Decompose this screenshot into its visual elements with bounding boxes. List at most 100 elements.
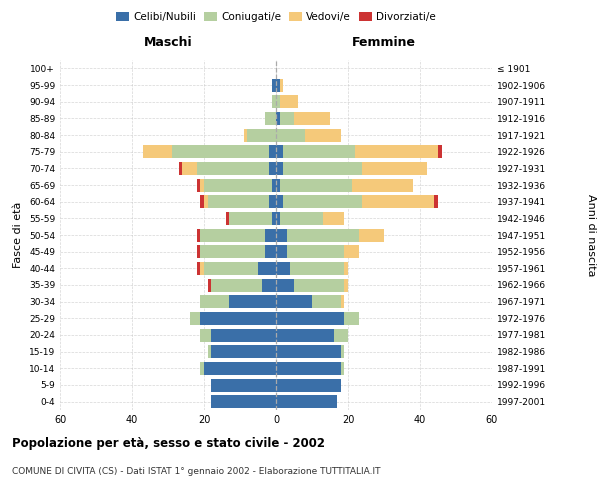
Bar <box>323 212 344 225</box>
Bar <box>276 195 283 208</box>
Bar <box>272 178 276 192</box>
Bar <box>276 378 341 392</box>
Bar <box>276 178 280 192</box>
Bar <box>294 278 344 291</box>
Bar <box>269 145 276 158</box>
Bar <box>208 345 211 358</box>
Bar <box>355 145 438 158</box>
Bar <box>294 112 330 125</box>
Bar <box>341 295 344 308</box>
Bar <box>280 95 298 108</box>
Bar <box>334 328 348 342</box>
Text: Maschi: Maschi <box>143 36 193 49</box>
Bar <box>434 195 438 208</box>
Bar <box>211 378 276 392</box>
Bar <box>208 195 269 208</box>
Bar <box>204 362 276 375</box>
Bar <box>182 162 197 175</box>
Bar <box>362 195 434 208</box>
Text: COMUNE DI CIVITA (CS) - Dati ISTAT 1° gennaio 2002 - Elaborazione TUTTITALIA.IT: COMUNE DI CIVITA (CS) - Dati ISTAT 1° ge… <box>12 468 380 476</box>
Bar <box>197 162 269 175</box>
Bar <box>276 345 341 358</box>
Bar <box>276 262 290 275</box>
Bar <box>200 295 229 308</box>
Bar <box>272 95 276 108</box>
Bar <box>438 145 442 158</box>
Bar <box>359 228 384 241</box>
Bar <box>276 212 280 225</box>
Text: Femmine: Femmine <box>352 36 416 49</box>
Bar <box>197 262 200 275</box>
Bar <box>344 245 359 258</box>
Y-axis label: Fasce di età: Fasce di età <box>13 202 23 268</box>
Bar <box>204 195 208 208</box>
Legend: Celibi/Nubili, Coniugati/e, Vedovi/e, Divorziati/e: Celibi/Nubili, Coniugati/e, Vedovi/e, Di… <box>112 8 440 26</box>
Bar <box>276 362 341 375</box>
Bar <box>276 278 294 291</box>
Bar <box>280 112 294 125</box>
Bar <box>272 212 276 225</box>
Bar <box>204 262 258 275</box>
Bar <box>265 228 276 241</box>
Bar <box>283 195 362 208</box>
Bar <box>287 245 344 258</box>
Bar <box>200 195 204 208</box>
Bar <box>341 362 344 375</box>
Bar <box>272 78 276 92</box>
Bar <box>200 312 276 325</box>
Bar <box>269 195 276 208</box>
Bar <box>197 178 200 192</box>
Bar <box>172 145 269 158</box>
Bar <box>344 262 348 275</box>
Bar <box>179 162 182 175</box>
Bar <box>276 312 344 325</box>
Bar <box>280 178 352 192</box>
Bar <box>305 128 341 141</box>
Text: Popolazione per età, sesso e stato civile - 2002: Popolazione per età, sesso e stato civil… <box>12 438 325 450</box>
Bar <box>190 312 200 325</box>
Bar <box>265 112 276 125</box>
Bar <box>229 212 272 225</box>
Bar <box>276 328 334 342</box>
Bar <box>211 278 262 291</box>
Bar <box>197 228 200 241</box>
Bar <box>276 78 280 92</box>
Bar <box>244 128 247 141</box>
Bar <box>200 178 204 192</box>
Bar <box>280 212 323 225</box>
Bar <box>200 262 204 275</box>
Bar <box>200 245 265 258</box>
Bar <box>200 228 265 241</box>
Bar <box>341 345 344 358</box>
Bar <box>276 95 280 108</box>
Bar <box>200 362 204 375</box>
Bar <box>276 162 283 175</box>
Bar <box>262 278 276 291</box>
Bar <box>229 295 276 308</box>
Bar <box>143 145 172 158</box>
Bar <box>276 395 337 408</box>
Bar <box>276 112 280 125</box>
Bar <box>290 262 344 275</box>
Bar <box>200 328 211 342</box>
Bar <box>204 178 272 192</box>
Bar <box>287 228 359 241</box>
Bar <box>276 128 305 141</box>
Bar <box>211 328 276 342</box>
Bar <box>269 162 276 175</box>
Bar <box>276 245 287 258</box>
Bar <box>276 228 287 241</box>
Bar <box>362 162 427 175</box>
Bar <box>208 278 211 291</box>
Bar <box>344 312 359 325</box>
Bar <box>211 345 276 358</box>
Bar <box>211 395 276 408</box>
Bar <box>344 278 348 291</box>
Bar <box>276 145 283 158</box>
Bar <box>283 145 355 158</box>
Bar <box>226 212 229 225</box>
Bar <box>276 295 312 308</box>
Text: Anni di nascita: Anni di nascita <box>586 194 596 276</box>
Bar <box>197 245 200 258</box>
Bar <box>312 295 341 308</box>
